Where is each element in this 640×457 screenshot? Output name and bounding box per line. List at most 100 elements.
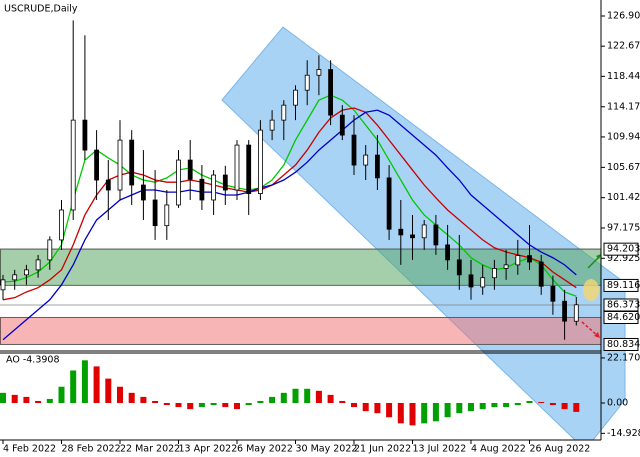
candle-body	[117, 139, 123, 191]
oscillator-bar	[432, 403, 439, 422]
candle-body	[152, 199, 158, 227]
y-tick-label: 114.175	[607, 101, 640, 112]
oscillator-tick-label: 0.00	[607, 398, 628, 409]
level-label-box	[603, 278, 639, 292]
oscillator-bar	[514, 403, 521, 406]
y-tick-label: 105.675	[607, 162, 640, 173]
oscillator-tick-label: 22.1709	[607, 352, 640, 363]
oscillator-bar	[222, 403, 229, 408]
moving-average	[2, 107, 577, 301]
down-arrow	[581, 321, 599, 337]
oscillator-bar	[128, 392, 135, 404]
x-tick-label: 4 Feb 2022	[3, 444, 56, 455]
level-label-box	[603, 337, 639, 351]
oscillator-bar	[81, 360, 88, 404]
oscillator-bar	[409, 403, 416, 426]
candle-body	[293, 89, 298, 106]
candle-body	[386, 177, 392, 230]
oscillator-bar	[549, 403, 556, 406]
candle-body	[456, 259, 462, 276]
oscillator-bar	[105, 378, 112, 404]
oscillator-bar	[491, 403, 498, 408]
candle-body	[129, 139, 135, 186]
oscillator-bar	[280, 392, 287, 404]
oscillator-bar	[210, 403, 217, 406]
moving-average	[2, 109, 577, 341]
oscillator-bar	[234, 403, 240, 410]
highlight	[583, 279, 599, 301]
candle-body	[23, 269, 29, 276]
oscillator-bar	[503, 403, 510, 408]
oscillator-tick-label: -14.9287	[607, 428, 640, 439]
y-tick-label: 118.445	[607, 71, 640, 82]
candle-body	[47, 239, 53, 261]
oscillator-bar	[269, 396, 276, 404]
candle-body	[246, 144, 252, 194]
oscillator-bar	[257, 400, 264, 404]
candle-body	[211, 174, 217, 201]
y-tick-label: 92.925	[607, 253, 640, 264]
candle-body	[0, 279, 6, 291]
y-tick-label: 122.675	[607, 41, 640, 52]
oscillator-bar	[0, 392, 6, 404]
candle-body	[573, 304, 579, 322]
oscillator-bar	[163, 403, 170, 406]
oscillator-bar	[304, 388, 311, 404]
candle-body	[199, 178, 205, 201]
candle-body	[187, 159, 193, 180]
candle-body	[59, 209, 64, 241]
candle-body	[421, 224, 427, 239]
x-tick-label: 28 Feb 2022	[62, 444, 121, 455]
candle-body	[328, 69, 334, 116]
x-tick-label: 21 Jun 2022	[354, 444, 411, 455]
candle-body	[176, 159, 181, 206]
x-tick-label: 30 May 2022	[296, 444, 358, 455]
chart-title: USCRUDE,Daily	[4, 4, 78, 15]
candle-body	[222, 174, 228, 191]
oscillator-bar	[140, 396, 147, 404]
oscillator-bar	[152, 400, 159, 404]
oscillator-bar	[292, 388, 299, 404]
candle-body	[94, 149, 99, 181]
candle-body	[35, 259, 41, 271]
oscillator-bar	[573, 403, 580, 412]
candle-body	[480, 277, 486, 288]
candle-body	[562, 300, 567, 322]
candle-body	[491, 268, 497, 279]
x-tick-label: 13 Apr 2022	[179, 444, 238, 455]
oscillator-bar	[561, 403, 568, 410]
oscillator-bar	[397, 403, 404, 424]
candle-body	[316, 69, 322, 76]
y-tick-label: 126.905	[607, 11, 640, 22]
oscillator-bar	[70, 370, 77, 404]
candle-body	[105, 179, 111, 191]
oscillator-bar	[198, 403, 205, 408]
oscillator-bar	[175, 403, 182, 408]
candle-body	[70, 119, 76, 211]
oscillator-bar	[468, 403, 474, 412]
down-arrow-head	[594, 332, 600, 338]
oscillator-bar	[58, 386, 65, 404]
x-tick-label: 22 Mar 2022	[120, 444, 180, 455]
zone	[0, 248, 602, 286]
candle-body	[363, 154, 369, 166]
candle-body	[269, 119, 275, 131]
candle-body	[538, 261, 544, 287]
level-label-box	[603, 242, 639, 256]
candle-body	[398, 228, 404, 236]
oscillator-bar	[315, 390, 322, 404]
level-label: 84.620	[607, 312, 640, 323]
oscillator-bar	[526, 400, 533, 404]
up-arrow-head	[596, 254, 601, 259]
candle-body	[374, 154, 380, 179]
x-tick-label: 13 Jul 2022	[413, 444, 467, 455]
candle-body	[304, 74, 310, 91]
oscillator-bar	[421, 403, 428, 424]
oscillator-bar	[479, 403, 486, 410]
oscillator-bar	[386, 403, 393, 418]
candle-body	[12, 274, 18, 281]
candle-body	[351, 134, 357, 166]
oscillator-bar	[327, 394, 334, 404]
candle-body	[257, 129, 263, 194]
